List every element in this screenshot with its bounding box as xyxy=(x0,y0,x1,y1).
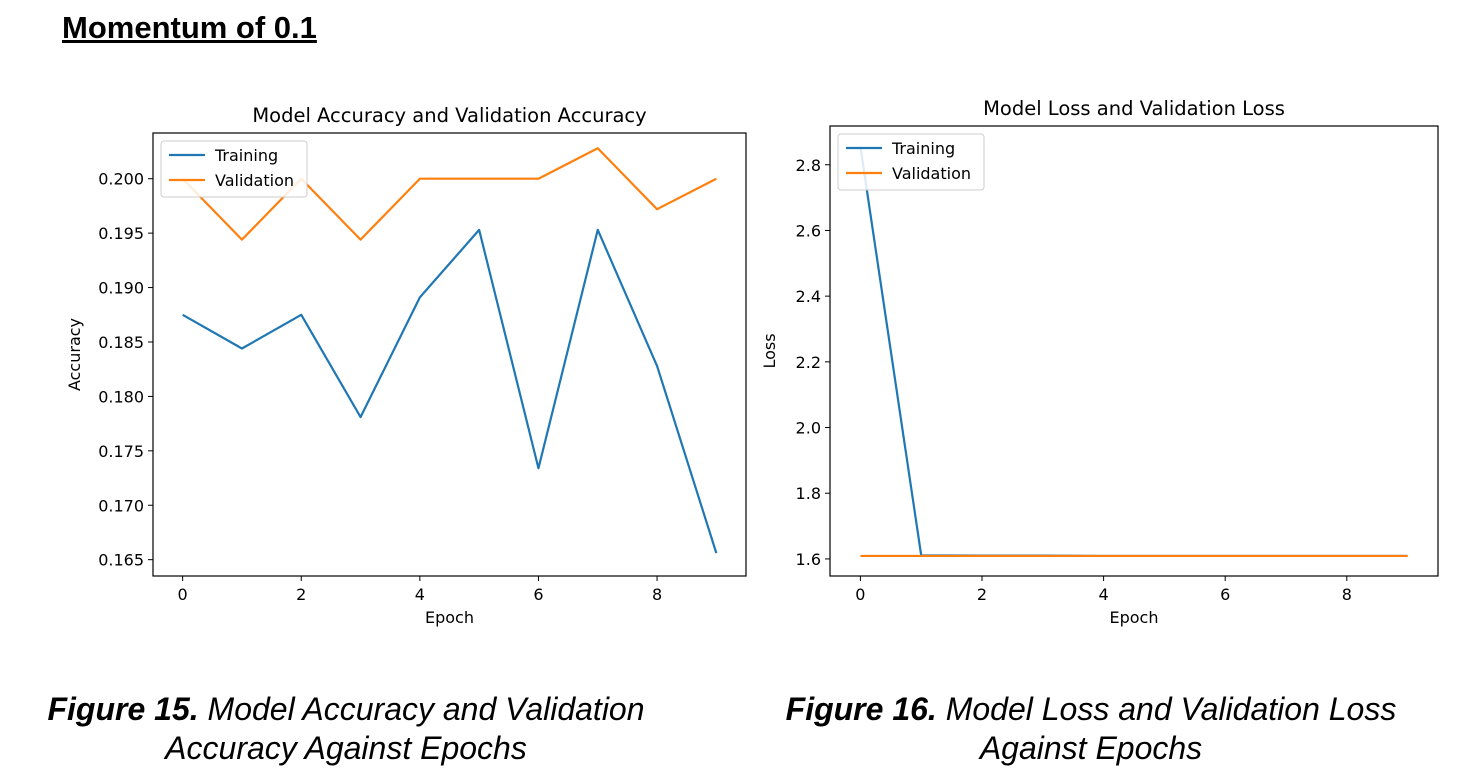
chart-1: Model Accuracy and Validation Accuracy 0 2… xyxy=(65,104,747,627)
y-tick-label: 0.195 xyxy=(98,224,144,243)
chart-title: Model Loss and Validation Loss xyxy=(983,97,1285,120)
chart-title: Model Accuracy and Validation Accuracy xyxy=(252,104,646,127)
legend-label-training: Training xyxy=(891,139,955,158)
chart-2: Model Loss and Validation Loss 0 2 4 6 8 1.6 1.… xyxy=(760,97,1439,627)
y-tick-label: 2.4 xyxy=(796,287,821,306)
caption-figure-16-number: Figure 16. xyxy=(785,691,937,727)
y-tick-label: 0.200 xyxy=(98,170,144,189)
plot-frame xyxy=(152,132,747,577)
legend-label-training: Training xyxy=(214,146,278,165)
x-tick-label: 8 xyxy=(652,585,662,604)
y-tick-label: 0.180 xyxy=(98,387,144,406)
y-tick-label: 2.0 xyxy=(796,419,821,438)
y-tick-label: 2.2 xyxy=(796,353,821,372)
x-tick-label: 2 xyxy=(977,585,987,604)
caption-figure-15: Figure 15. Model Accuracy and Validation… xyxy=(10,690,682,768)
series-line-training xyxy=(182,228,718,554)
y-tick-label: 0.170 xyxy=(98,496,144,515)
y-tick-label: 0.190 xyxy=(98,279,144,298)
legend: Training Validation xyxy=(160,140,308,198)
y-tick-label: 1.8 xyxy=(796,484,821,503)
y-tick-label: 0.165 xyxy=(98,551,144,570)
y-tick-label: 0.175 xyxy=(98,442,144,461)
x-axis-label: Epoch xyxy=(1110,608,1159,627)
legend-label-validation: Validation xyxy=(892,164,971,183)
x-tick-label: 0 xyxy=(855,585,865,604)
series-line-validation xyxy=(181,147,717,241)
y-tick-label: 2.8 xyxy=(796,156,821,175)
legend-label-validation: Validation xyxy=(215,171,294,190)
y-axis-label: Accuracy xyxy=(65,318,84,391)
y-tick-label: 2.6 xyxy=(796,221,821,240)
y-axis-label: Loss xyxy=(760,333,779,368)
caption-figure-15-number: Figure 15. xyxy=(47,691,199,727)
y-tick-label: 1.6 xyxy=(796,550,821,569)
x-tick-label: 2 xyxy=(296,585,306,604)
caption-figure-16-line1: Model Loss and Validation Loss xyxy=(945,691,1397,727)
x-tick-label: 8 xyxy=(1342,585,1352,604)
caption-figure-15-line1: Model Accuracy and Validation xyxy=(207,691,645,727)
caption-figure-16: Figure 16. Model Loss and Validation Los… xyxy=(755,690,1427,768)
y-tick-label: 0.185 xyxy=(98,333,144,352)
series-line-training xyxy=(859,146,1408,558)
x-axis-label: Epoch xyxy=(425,608,474,627)
section-heading: Momentum of 0.1 xyxy=(62,10,317,45)
caption-figure-15-line2: Accuracy Against Epochs xyxy=(165,730,527,766)
legend: Training Validation xyxy=(837,133,985,191)
plot-frame xyxy=(829,125,1439,577)
x-tick-label: 4 xyxy=(1099,585,1109,604)
caption-figure-16-line2: Against Epochs xyxy=(979,730,1203,766)
x-tick-label: 6 xyxy=(1220,585,1230,604)
x-tick-label: 6 xyxy=(533,585,543,604)
x-tick-label: 4 xyxy=(415,585,425,604)
x-tick-label: 0 xyxy=(178,585,188,604)
